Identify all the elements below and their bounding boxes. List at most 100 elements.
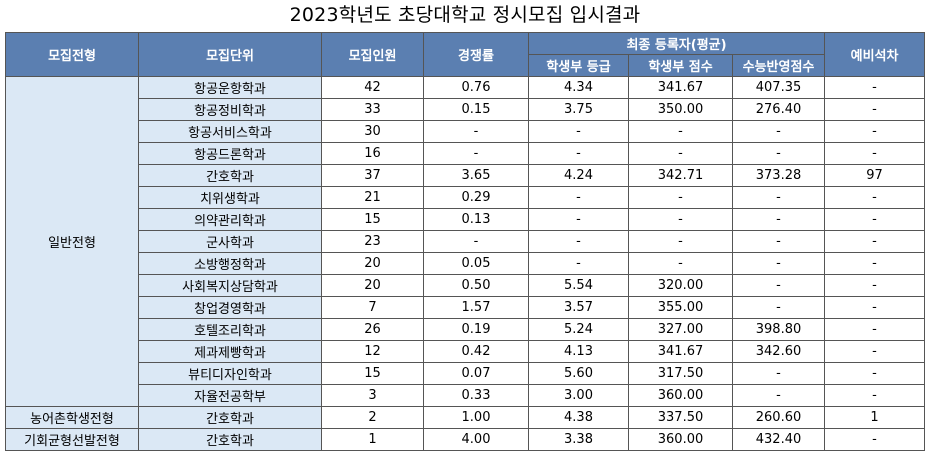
header-ratio: 경쟁률	[423, 32, 529, 77]
record-score-cell: 350.00	[628, 98, 733, 121]
suneung-score-cell: -	[731, 208, 826, 231]
table-row: 농어촌학생전형 간호학과 2 1.00 4.38 337.50 260.60 1	[5, 406, 926, 429]
grade-cell: 3.57	[528, 296, 629, 319]
track-cell: 일반전형	[5, 76, 139, 407]
waitlist-cell: -	[824, 384, 926, 407]
header-final-registrants: 최종 등록자(평균)	[527, 32, 826, 55]
waitlist-cell: -	[824, 296, 926, 319]
record-score-cell: 360.00	[628, 428, 733, 451]
track-cell: 기회균형선발전형	[5, 428, 139, 451]
suneung-score-cell: -	[731, 230, 826, 253]
grade-cell: 5.60	[528, 362, 629, 385]
ratio-cell: -	[423, 142, 529, 165]
page-title: 2023학년도 초당대학교 정시모집 입시결과	[289, 4, 641, 26]
ratio-cell: -	[423, 120, 529, 143]
suneung-score-cell: -	[731, 142, 826, 165]
unit-cell: 간호학과	[138, 428, 322, 451]
unit-cell: 사회복지상담학과	[138, 274, 322, 297]
unit-cell: 자율전공학부	[138, 384, 322, 407]
grade-cell: 4.38	[528, 406, 629, 429]
ratio-cell: 1.57	[423, 296, 529, 319]
waitlist-cell: -	[824, 76, 926, 99]
admission-results-table: 모집전형 모집단위 모집인원 경쟁률 최종 등록자(평균) 예비석차 학생부 등…	[5, 32, 926, 451]
unit-cell: 치위생학과	[138, 186, 322, 209]
waitlist-cell: -	[824, 340, 926, 363]
quota-cell: 26	[321, 318, 424, 341]
record-score-cell: 355.00	[628, 296, 733, 319]
quota-cell: 15	[321, 208, 424, 231]
grade-cell: 4.24	[528, 164, 629, 187]
grade-cell: 3.00	[528, 384, 629, 407]
ratio-cell: 0.33	[423, 384, 529, 407]
grade-cell: -	[528, 252, 629, 275]
quota-cell: 21	[321, 186, 424, 209]
quota-cell: 37	[321, 164, 424, 187]
suneung-score-cell: 432.40	[731, 428, 826, 451]
waitlist-cell: -	[824, 252, 926, 275]
table-row: 소방행정학과 20 0.05- - - -	[6, 252, 926, 275]
record-score-cell: 320.00	[628, 274, 733, 297]
suneung-score-cell: -	[731, 384, 826, 407]
suneung-score-cell: 373.28	[731, 164, 826, 187]
grade-cell: -	[528, 142, 629, 165]
waitlist-cell: 97	[824, 164, 926, 187]
ratio-cell: 0.19	[423, 318, 529, 341]
track-cell: 농어촌학생전형	[5, 406, 139, 429]
grade-cell: -	[528, 120, 629, 143]
ratio-cell: 0.42	[423, 340, 529, 363]
unit-cell: 의약관리학과	[138, 208, 322, 231]
unit-cell: 간호학과	[138, 406, 322, 429]
grade-cell: -	[528, 230, 629, 253]
table-row: 항공서비스학과 30- - - - -	[6, 120, 926, 143]
table-body: 일반전형 항공운항학과 42 0.76 4.34 341.67 407.35- 항공정비학과 3…	[5, 76, 926, 451]
grade-cell: -	[528, 186, 629, 209]
table-row: 사회복지상담학과 20 0.50 5.54 320.00- -	[6, 274, 926, 297]
table-row: 치위생학과 21 0.29- - - -	[6, 186, 926, 209]
unit-cell: 항공드론학과	[138, 142, 322, 165]
suneung-score-cell: 398.80	[731, 318, 826, 341]
quota-cell: 3	[321, 384, 424, 407]
ratio-cell: 0.13	[423, 208, 529, 231]
ratio-cell: 3.65	[423, 164, 529, 187]
ratio-cell: 4.00	[423, 428, 529, 451]
record-score-cell: 327.00	[628, 318, 733, 341]
quota-cell: 1	[321, 428, 424, 451]
table-row: 항공드론학과 16- - - - -	[6, 142, 926, 165]
ratio-cell: 0.15	[423, 98, 529, 121]
waitlist-cell: -	[824, 120, 926, 143]
unit-cell: 호텔조리학과	[138, 318, 322, 341]
waitlist-cell: -	[824, 428, 926, 451]
table-row: 호텔조리학과 26 0.19 5.24 327.00 398.80-	[6, 318, 926, 341]
quota-cell: 15	[321, 362, 424, 385]
ratio-cell: 0.05	[423, 252, 529, 275]
waitlist-cell: -	[824, 318, 926, 341]
suneung-score-cell: -	[731, 120, 826, 143]
ratio-cell: 0.29	[423, 186, 529, 209]
table-row: 일반전형 항공운항학과 42 0.76 4.34 341.67 407.35-	[5, 76, 926, 407]
suneung-score-cell: 342.60	[731, 340, 826, 363]
grade-cell: 4.34	[528, 76, 629, 99]
unit-cell: 항공서비스학과	[138, 120, 322, 143]
header-track: 모집전형	[5, 32, 139, 77]
waitlist-cell: -	[824, 142, 926, 165]
header-quota: 모집인원	[321, 32, 424, 77]
waitlist-cell: -	[824, 230, 926, 253]
waitlist-cell: -	[824, 274, 926, 297]
unit-cell: 제과제빵학과	[138, 340, 322, 363]
header-record-score: 학생부 점수	[628, 54, 733, 77]
suneung-score-cell: -	[731, 252, 826, 275]
header-unit: 모집단위	[138, 32, 322, 77]
ratio-cell: 1.00	[423, 406, 529, 429]
waitlist-cell: 1	[824, 406, 926, 429]
record-score-cell: 360.00	[628, 384, 733, 407]
header-waitlist: 예비석차	[824, 32, 926, 77]
table-row: 기회균형선발전형 간호학과 1 4.00 3.38 360.00 432.40-	[5, 428, 926, 451]
suneung-score-cell: -	[731, 296, 826, 319]
grade-cell: -	[528, 208, 629, 231]
waitlist-cell: -	[824, 208, 926, 231]
suneung-score-cell: 260.60	[731, 406, 826, 429]
waitlist-cell: -	[824, 362, 926, 385]
header-grade: 학생부 등급	[528, 54, 629, 77]
quota-cell: 30	[321, 120, 424, 143]
grade-cell: 5.24	[528, 318, 629, 341]
